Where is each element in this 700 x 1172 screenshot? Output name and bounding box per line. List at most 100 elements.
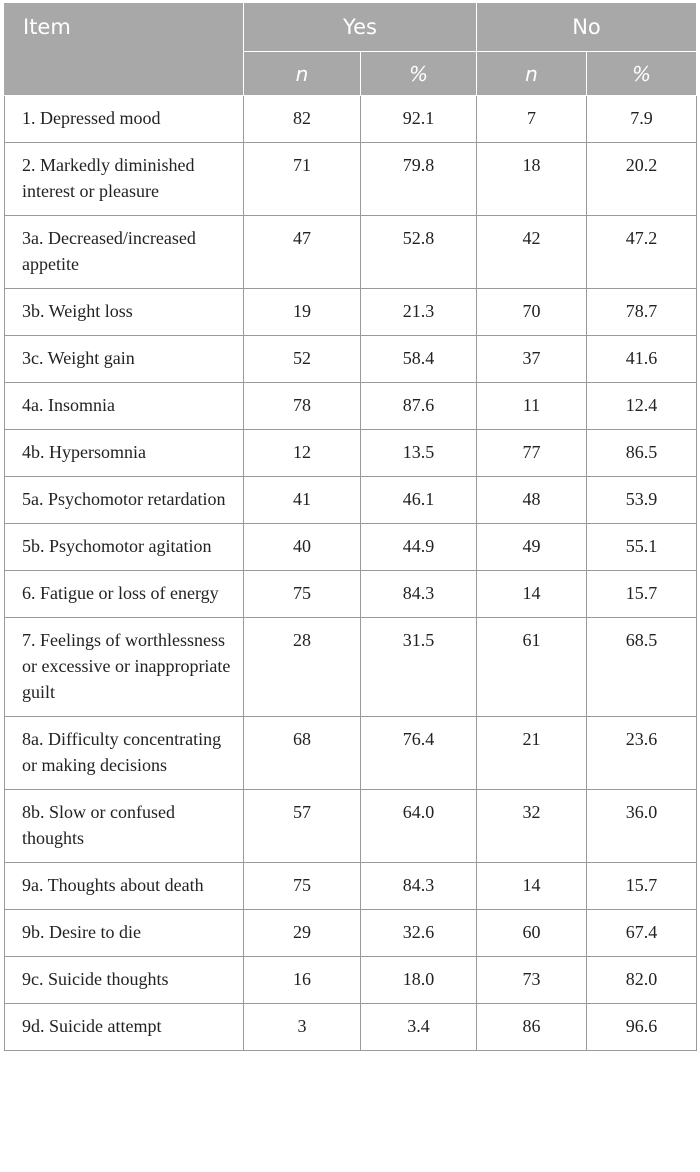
row-no-n: 42 (476, 215, 587, 289)
row-yes-n: 16 (243, 956, 361, 1004)
table-row: 8b. Slow or confused thoughts 57 64.0 32 36.… (4, 789, 697, 863)
row-no-n: 86 (476, 1003, 587, 1051)
row-item-label: 5a. Psychomotor retardation (4, 476, 244, 524)
row-no-n: 70 (476, 288, 587, 336)
row-no-n: 77 (476, 429, 587, 477)
table-row: 6. Fatigue or loss of energy 75 84.3 14 15.7 (4, 570, 697, 618)
row-no-pct: 82.0 (586, 956, 697, 1004)
row-no-pct: 12.4 (586, 382, 697, 430)
row-item-label: 9b. Desire to die (4, 909, 244, 957)
row-yes-pct: 13.5 (360, 429, 477, 477)
row-no-n: 37 (476, 335, 587, 383)
row-item-label: 3c. Weight gain (4, 335, 244, 383)
table-body: 1. Depressed mood 82 92.1 7 7.9 2. Markedly d… (4, 95, 697, 1051)
row-no-n: 11 (476, 382, 587, 430)
row-no-pct: 68.5 (586, 617, 697, 717)
row-yes-pct: 31.5 (360, 617, 477, 717)
row-no-n: 61 (476, 617, 587, 717)
table-row: 8a. Difficulty concentrating or making d… (4, 716, 697, 790)
row-yes-n: 19 (243, 288, 361, 336)
row-yes-n: 68 (243, 716, 361, 790)
row-yes-pct: 84.3 (360, 570, 477, 618)
row-item-label: 4b. Hypersomnia (4, 429, 244, 477)
row-item-label: 1. Depressed mood (4, 95, 244, 143)
row-yes-pct: 18.0 (360, 956, 477, 1004)
table-row: 2. Markedly diminished interest or pleas… (4, 142, 697, 216)
row-item-label: 5b. Psychomotor agitation (4, 523, 244, 571)
row-yes-n: 12 (243, 429, 361, 477)
row-no-pct: 20.2 (586, 142, 697, 216)
row-no-n: 60 (476, 909, 587, 957)
row-no-pct: 15.7 (586, 862, 697, 910)
row-no-n: 7 (476, 95, 587, 143)
row-yes-n: 71 (243, 142, 361, 216)
table-row: 9c. Suicide thoughts 16 18.0 73 82.0 (4, 956, 697, 1004)
table-header: Item Yes No n % n % (4, 2, 697, 96)
row-no-n: 21 (476, 716, 587, 790)
table-row: 7. Feelings of worthlessness or excessiv… (4, 617, 697, 717)
row-no-n: 49 (476, 523, 587, 571)
row-yes-n: 75 (243, 862, 361, 910)
table-row: 5b. Psychomotor agitation 40 44.9 49 55.1 (4, 523, 697, 571)
row-yes-pct: 32.6 (360, 909, 477, 957)
table-row: 3c. Weight gain 52 58.4 37 41.6 (4, 335, 697, 383)
row-yes-pct: 46.1 (360, 476, 477, 524)
row-yes-pct: 64.0 (360, 789, 477, 863)
row-no-n: 14 (476, 570, 587, 618)
row-yes-pct: 3.4 (360, 1003, 477, 1051)
row-yes-n: 57 (243, 789, 361, 863)
row-item-label: 8b. Slow or confused thoughts (4, 789, 244, 863)
row-yes-pct: 52.8 (360, 215, 477, 289)
table-row: 4a. Insomnia 78 87.6 11 12.4 (4, 382, 697, 430)
row-item-label: 3b. Weight loss (4, 288, 244, 336)
row-yes-pct: 44.9 (360, 523, 477, 571)
row-yes-pct: 21.3 (360, 288, 477, 336)
row-no-pct: 86.5 (586, 429, 697, 477)
row-no-pct: 36.0 (586, 789, 697, 863)
row-yes-n: 47 (243, 215, 361, 289)
row-no-n: 73 (476, 956, 587, 1004)
row-no-n: 48 (476, 476, 587, 524)
row-item-label: 9d. Suicide attempt (4, 1003, 244, 1051)
row-no-pct: 96.6 (586, 1003, 697, 1051)
row-item-label: 4a. Insomnia (4, 382, 244, 430)
row-yes-pct: 84.3 (360, 862, 477, 910)
row-yes-n: 41 (243, 476, 361, 524)
row-no-pct: 23.6 (586, 716, 697, 790)
row-no-pct: 15.7 (586, 570, 697, 618)
row-no-pct: 78.7 (586, 288, 697, 336)
row-yes-n: 29 (243, 909, 361, 957)
no-pct-header: % (586, 51, 697, 96)
row-no-pct: 55.1 (586, 523, 697, 571)
symptom-table: Item Yes No n % n % 1. Depressed mood 82 9… (4, 2, 697, 1051)
no-group-header: No (476, 2, 697, 52)
row-item-label: 6. Fatigue or loss of energy (4, 570, 244, 618)
table-row: 4b. Hypersomnia 12 13.5 77 86.5 (4, 429, 697, 477)
row-no-n: 18 (476, 142, 587, 216)
row-yes-pct: 92.1 (360, 95, 477, 143)
row-yes-n: 75 (243, 570, 361, 618)
row-no-pct: 47.2 (586, 215, 697, 289)
row-yes-n: 78 (243, 382, 361, 430)
row-yes-pct: 58.4 (360, 335, 477, 383)
row-no-pct: 7.9 (586, 95, 697, 143)
row-yes-n: 40 (243, 523, 361, 571)
table-row: 9d. Suicide attempt 3 3.4 86 96.6 (4, 1003, 697, 1051)
row-no-pct: 53.9 (586, 476, 697, 524)
row-item-label: 8a. Difficulty concentrating or making d… (4, 716, 244, 790)
yes-pct-header: % (360, 51, 477, 96)
row-yes-n: 3 (243, 1003, 361, 1051)
row-item-label: 9c. Suicide thoughts (4, 956, 244, 1004)
row-item-label: 9a. Thoughts about death (4, 862, 244, 910)
row-item-label: 7. Feelings of worthlessness or excessiv… (4, 617, 244, 717)
row-yes-n: 52 (243, 335, 361, 383)
row-item-label: 3a. Decreased/increased appetite (4, 215, 244, 289)
row-yes-n: 28 (243, 617, 361, 717)
table-row: 9b. Desire to die 29 32.6 60 67.4 (4, 909, 697, 957)
row-item-label: 2. Markedly diminished interest or pleas… (4, 142, 244, 216)
row-yes-pct: 79.8 (360, 142, 477, 216)
table-row: 3b. Weight loss 19 21.3 70 78.7 (4, 288, 697, 336)
row-no-n: 32 (476, 789, 587, 863)
table-row: 3a. Decreased/increased appetite 47 52.8 42… (4, 215, 697, 289)
table-row: 1. Depressed mood 82 92.1 7 7.9 (4, 95, 697, 143)
